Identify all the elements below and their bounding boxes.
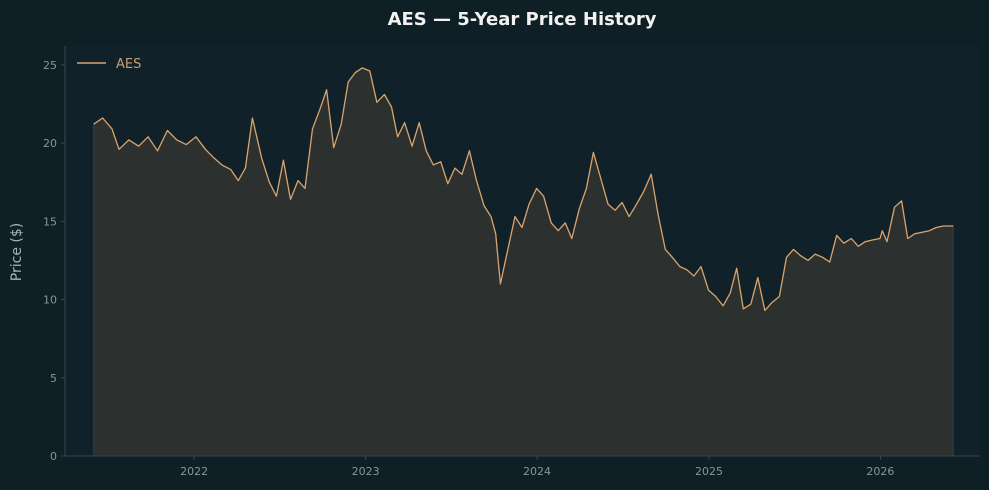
y-tick-label: 10 (43, 294, 57, 307)
x-tick: 2024 (523, 456, 551, 478)
x-tick-label: 2022 (180, 465, 208, 478)
x-tick-label: 2024 (523, 465, 551, 478)
legend: AES (77, 57, 141, 72)
series-line (93, 67, 954, 312)
y-tick-label: 0 (50, 450, 57, 463)
axis-spines (64, 46, 980, 457)
x-axis-ticks: 2022 2023 2024 2025 2026 (180, 456, 894, 478)
x-tick-label: 2025 (695, 465, 723, 478)
y-tick-label: 25 (43, 59, 57, 72)
y-axis-ticks: 0 5 10 15 20 25 (43, 59, 65, 463)
y-tick: 5 (50, 372, 65, 385)
x-tick: 2026 (866, 456, 894, 478)
x-tick: 2023 (352, 456, 380, 478)
y-tick: 20 (43, 137, 65, 150)
y-axis-label: Price ($) (9, 223, 25, 281)
x-tick: 2022 (180, 456, 208, 478)
chart-title: AES — 5-Year Price History (388, 9, 657, 30)
y-tick: 15 (43, 215, 65, 228)
series-line-aes (93, 67, 954, 312)
x-tick: 2025 (695, 456, 723, 478)
y-tick: 10 (43, 294, 65, 307)
y-tick: 25 (43, 59, 65, 72)
y-tick: 0 (50, 450, 65, 463)
y-tick-label: 5 (50, 372, 57, 385)
y-tick-label: 20 (43, 137, 57, 150)
x-tick-label: 2026 (866, 465, 894, 478)
x-tick-label: 2023 (352, 465, 380, 478)
legend-label: AES (116, 57, 141, 72)
y-tick-label: 15 (43, 215, 57, 228)
